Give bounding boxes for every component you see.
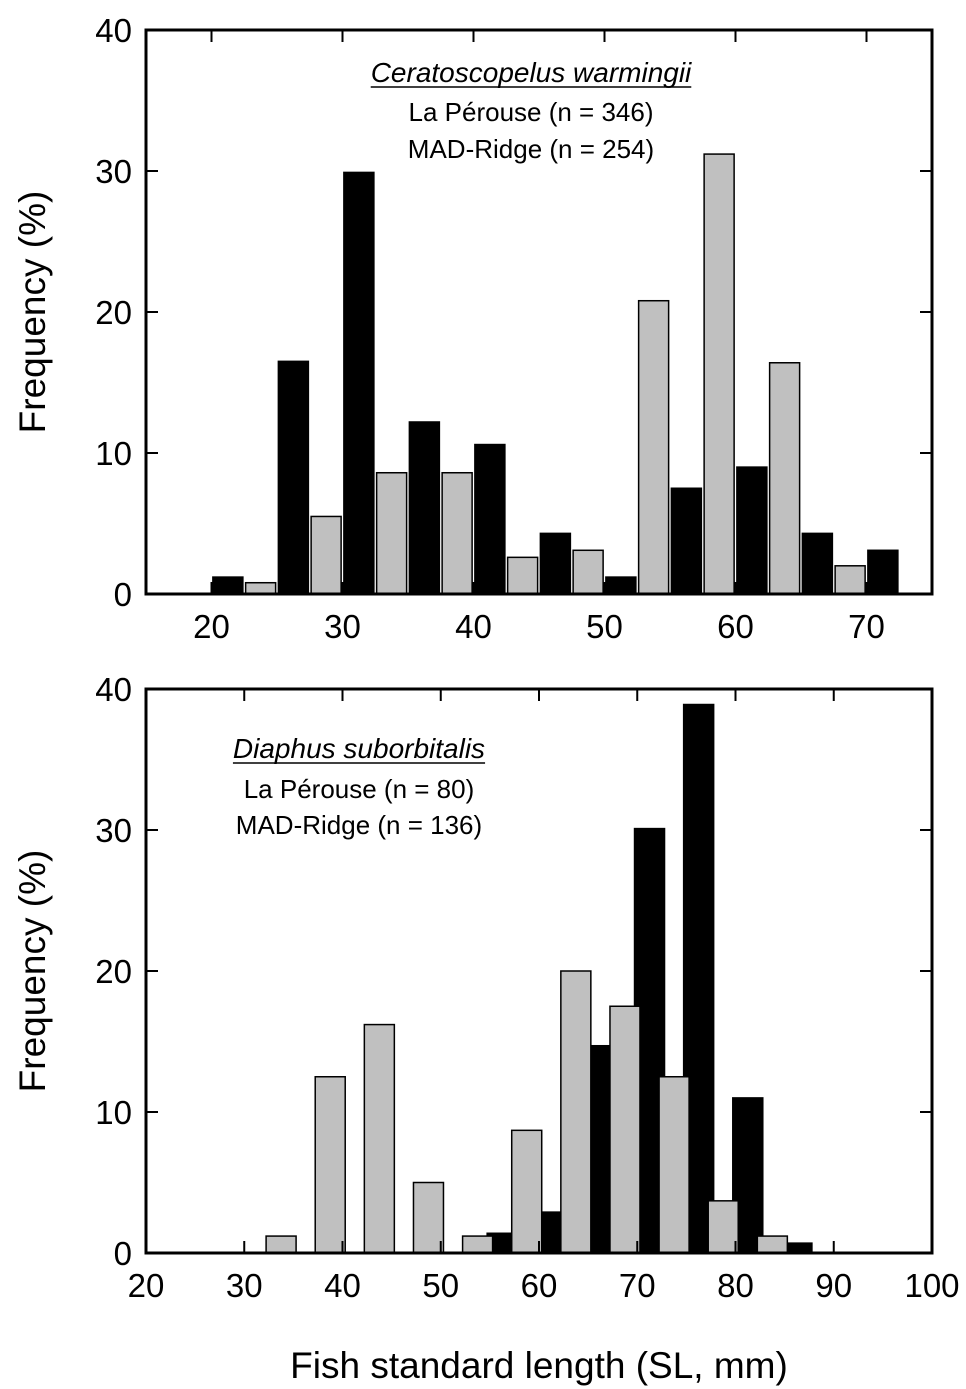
x-tick-label: 90 [815,1267,852,1304]
sample-size-la-perouse: La Pérouse (n = 80) [244,774,475,804]
bar-la-perouse [343,171,375,595]
x-tick-label: 60 [717,608,754,645]
bar-la-perouse [867,549,899,595]
bars-group [212,153,899,595]
bar-mad-ridge [375,471,408,595]
x-tick-label: 30 [324,608,361,645]
y-axis-label: Frequency (%) [12,191,53,434]
bar-mad-ridge [834,565,866,595]
bar-mad-ridge [310,515,342,595]
bar-mad-ridge [756,1235,789,1254]
ticks-group: 0 10 20 30 40 20 30 40 50 60 70 [95,12,932,645]
sample-size-la-perouse: La Pérouse (n = 346) [409,97,654,127]
bar-mad-ridge [560,970,592,1254]
bar-la-perouse [605,576,637,595]
bar-la-perouse [736,466,768,595]
y-tick-label: 10 [95,435,132,472]
bar-mad-ridge [363,1023,396,1254]
y-tick-label: 0 [114,576,132,613]
ticks-group: 0 10 20 30 40 20 30 40 50 60 70 80 90 100 [95,671,959,1304]
x-tick-label: 50 [586,608,623,645]
bar-mad-ridge [707,1200,739,1254]
bar-mad-ridge [506,556,539,595]
y-tick-label: 20 [95,294,132,331]
x-tick-label: 20 [193,608,230,645]
x-tick-label: 70 [619,1267,656,1304]
bar-la-perouse [801,532,834,595]
y-tick-label: 30 [95,812,132,849]
bar-la-perouse [277,360,310,595]
bar-mad-ridge [461,1235,494,1254]
bar-la-perouse [212,576,244,595]
bar-mad-ridge [244,581,277,595]
y-axis-label: Frequency (%) [12,850,53,1093]
bar-mad-ridge [314,1076,346,1254]
bar-mad-ridge [658,1076,690,1254]
y-tick-label: 30 [95,153,132,190]
species-annotation: Diaphus suborbitalis La Pérouse (n = 80)… [232,733,486,840]
bar-mad-ridge [703,153,735,595]
y-tick-label: 20 [95,953,132,990]
bar-la-perouse [474,443,506,595]
x-tick-label: 40 [324,1267,361,1304]
y-tick-label: 0 [114,1235,132,1272]
x-tick-label: 50 [422,1267,459,1304]
x-axis-label: Fish standard length (SL, mm) [290,1345,788,1386]
sample-size-mad-ridge: MAD-Ridge (n = 136) [236,810,482,840]
chart-panel-diaphus: 0 10 20 30 40 20 30 40 50 60 70 80 90 100 Frequency (… [12,671,960,1386]
sample-size-mad-ridge: MAD-Ridge (n = 254) [408,134,654,164]
bar-mad-ridge [768,362,801,595]
x-tick-label: 20 [128,1267,165,1304]
chart-panel-ceratoscopelus: 0 10 20 30 40 20 30 40 50 60 70 Frequency (%) Cera… [12,12,934,645]
x-tick-label: 70 [848,608,885,645]
x-tick-label: 60 [521,1267,558,1304]
bar-mad-ridge [572,549,604,595]
bar-mad-ridge [412,1181,445,1254]
bar-mad-ridge [265,1235,297,1254]
x-tick-label: 30 [226,1267,263,1304]
bars-group [265,703,813,1254]
bar-mad-ridge [441,471,473,595]
bar-mad-ridge [609,1005,641,1254]
species-name: Diaphus suborbitalis [233,733,485,764]
x-tick-label: 40 [455,608,492,645]
bar-mad-ridge [510,1129,543,1254]
x-tick-label: 100 [904,1267,959,1304]
y-tick-label: 40 [95,671,132,708]
bar-la-perouse [670,487,703,595]
species-annotation: Ceratoscopelus warmingii La Pérouse (n =… [370,57,692,164]
bar-la-perouse [539,532,572,595]
y-tick-label: 10 [95,1094,132,1131]
y-tick-label: 40 [95,12,132,49]
bar-mad-ridge [637,299,670,595]
x-tick-label: 80 [717,1267,754,1304]
bar-la-perouse [408,421,441,595]
species-name: Ceratoscopelus warmingii [371,57,692,88]
